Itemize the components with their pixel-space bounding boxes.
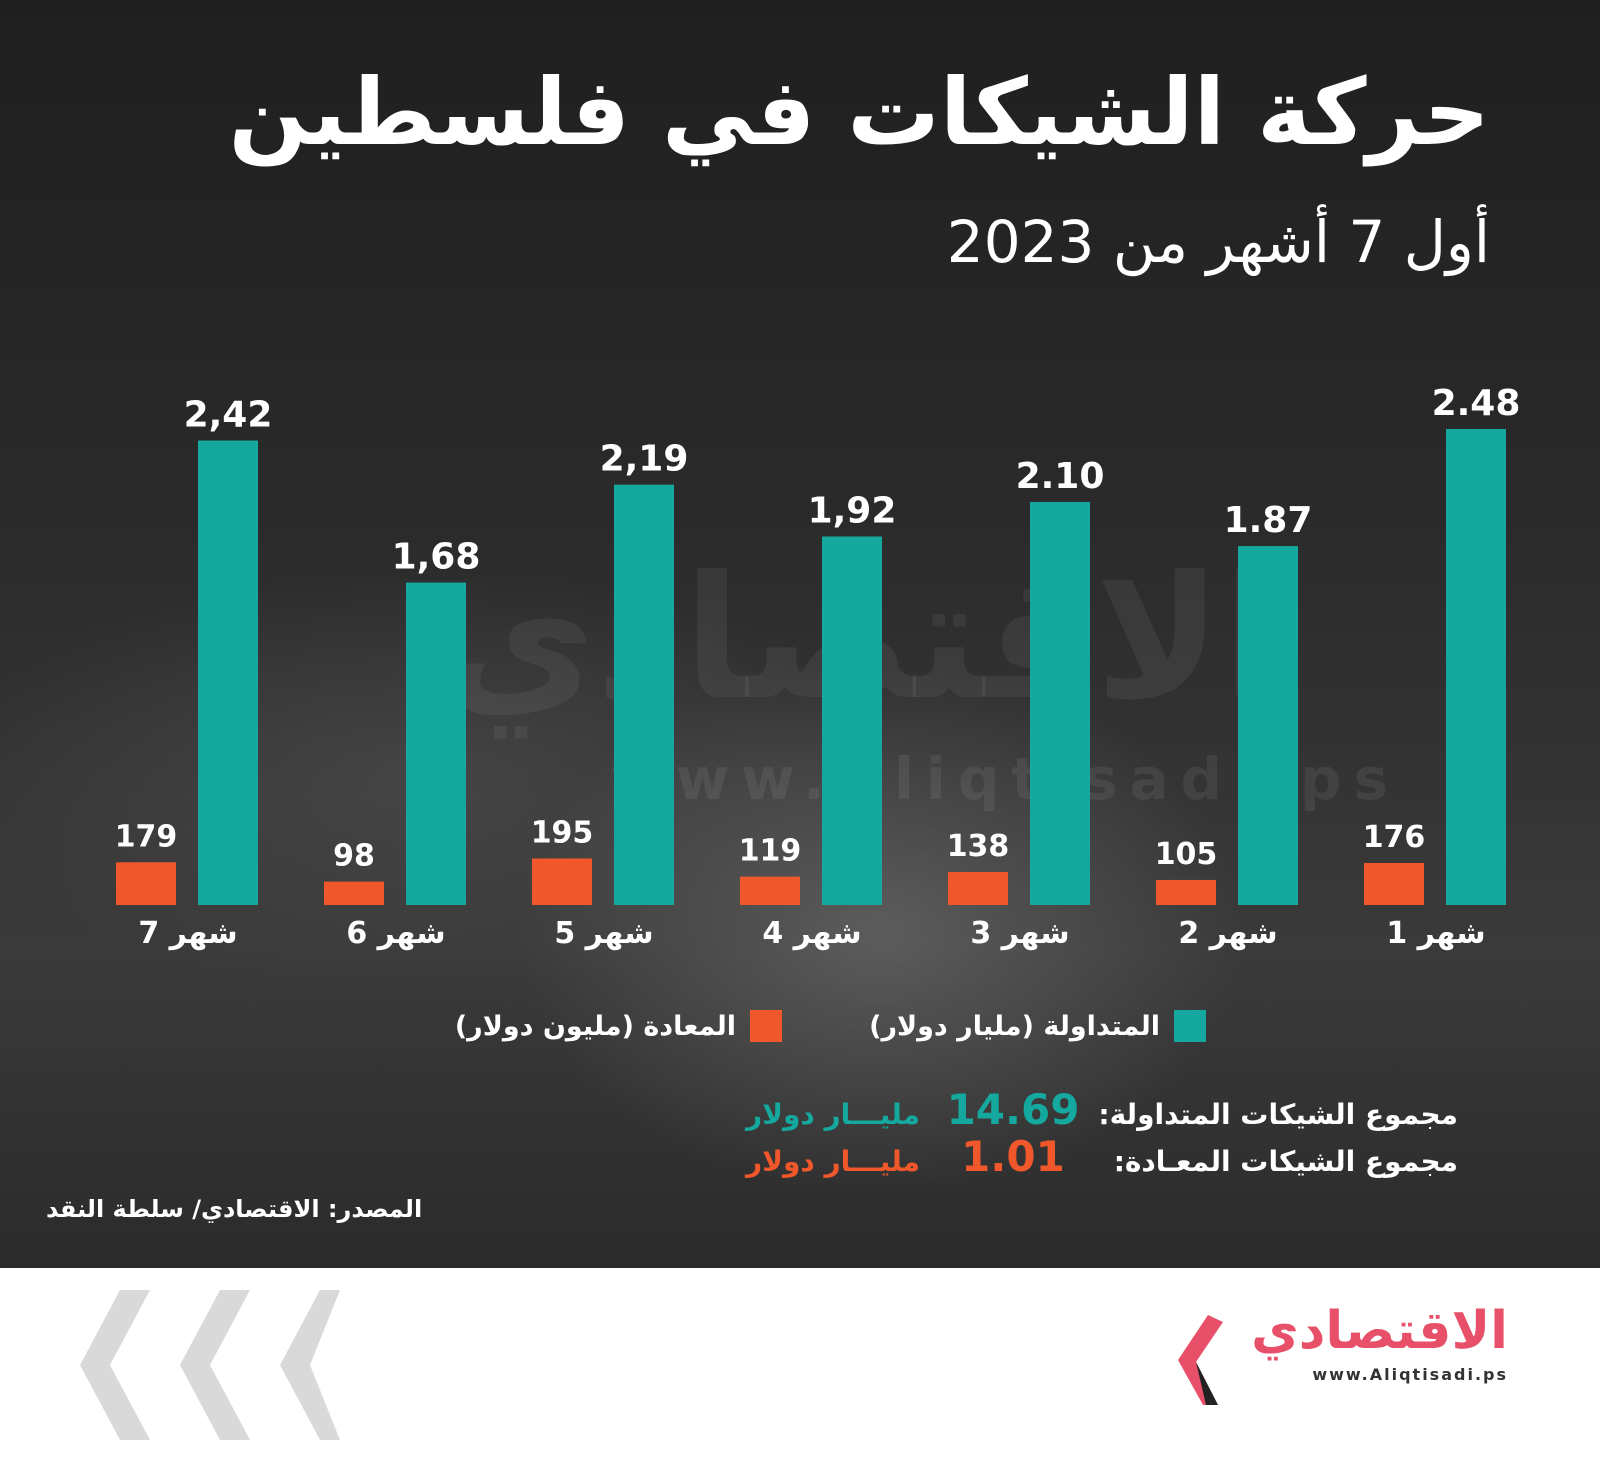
category-label: شهر 7 bbox=[138, 916, 237, 951]
traded-value-label: 2,42 bbox=[184, 395, 273, 436]
traded-bar bbox=[406, 582, 466, 905]
infographic-panel: الاقتصادي www.Aliqtisadi.ps حركة الشيكات… bbox=[0, 0, 1600, 1268]
traded-bar bbox=[1446, 429, 1506, 905]
total-returned-unit: مليـــار دولار bbox=[745, 1145, 920, 1178]
traded-bar bbox=[1238, 546, 1298, 905]
category-label: شهر 2 bbox=[1178, 916, 1277, 951]
category-label: شهر 4 bbox=[762, 916, 861, 951]
total-returned-value: 1.01 bbox=[961, 1132, 1065, 1181]
total-traded-unit: مليـــار دولار bbox=[745, 1098, 920, 1131]
brand-mark-icon bbox=[1178, 1315, 1223, 1405]
category-label: شهر 5 bbox=[554, 916, 653, 951]
brand-url: www.Aliqtisadi.ps bbox=[1312, 1365, 1508, 1384]
source-note: المصدر: الاقتصادي/ سلطة النقد bbox=[46, 1195, 423, 1223]
returned-bar bbox=[1364, 863, 1424, 905]
brand-logo: الاقتصادي www.Aliqtisadi.ps bbox=[1251, 1305, 1508, 1384]
returned-value-label: 195 bbox=[531, 815, 594, 850]
returned-value-label: 119 bbox=[739, 834, 802, 869]
legend-traded-swatch bbox=[1174, 1010, 1206, 1042]
traded-value-label: 1,92 bbox=[808, 490, 897, 531]
traded-bar bbox=[198, 440, 258, 905]
chart-subtitle: أول 7 أشهر من 2023 bbox=[946, 208, 1490, 276]
returned-bar bbox=[116, 862, 176, 905]
traded-value-label: 2.48 bbox=[1432, 383, 1521, 424]
legend-returned: المعادة (مليون دولار) bbox=[455, 1010, 782, 1042]
traded-bar bbox=[614, 484, 674, 905]
bar-chart: 2.48 176 شهر 1 1.87 105 شهر 2 2.10 138 شهر 3 1,92… bbox=[115, 383, 1521, 951]
chevron-decoration-icon bbox=[80, 1290, 340, 1440]
legend-returned-swatch bbox=[750, 1010, 782, 1042]
returned-value-label: 105 bbox=[1155, 837, 1218, 872]
brand-name: الاقتصادي bbox=[1251, 1301, 1508, 1361]
returned-value-label: 98 bbox=[333, 839, 375, 874]
total-traded-row: مجموع الشيكات المتداولة: 14.69 مليـــار … bbox=[746, 1085, 1458, 1134]
chart-title: حركة الشيكات في فلسطين bbox=[228, 59, 1490, 166]
traded-value-label: 1,68 bbox=[392, 537, 481, 578]
returned-bar bbox=[740, 876, 800, 905]
traded-value-label: 1.87 bbox=[1224, 500, 1313, 541]
returned-bar bbox=[1156, 879, 1216, 905]
legend-traded: المتداولة (مليار دولار) bbox=[869, 1010, 1206, 1042]
returned-bar bbox=[324, 881, 384, 905]
returned-bar bbox=[948, 872, 1008, 905]
legend-traded-label: المتداولة (مليار دولار) bbox=[869, 1010, 1160, 1042]
traded-bar bbox=[822, 536, 882, 905]
total-traded-value: 14.69 bbox=[946, 1085, 1080, 1134]
category-label: شهر 1 bbox=[1386, 916, 1485, 951]
traded-value-label: 2.10 bbox=[1016, 456, 1105, 497]
returned-bar bbox=[532, 858, 592, 905]
total-traded-label: مجموع الشيكات المتداولة: bbox=[1098, 1098, 1458, 1131]
legend-returned-label: المعادة (مليون دولار) bbox=[454, 1010, 736, 1042]
returned-value-label: 179 bbox=[115, 819, 178, 854]
category-label: شهر 3 bbox=[970, 916, 1069, 951]
total-returned-label: مجموع الشيكات المعـادة: bbox=[1113, 1145, 1458, 1178]
traded-value-label: 2,19 bbox=[600, 439, 689, 480]
category-label: شهر 6 bbox=[346, 916, 445, 951]
returned-value-label: 138 bbox=[947, 829, 1010, 864]
traded-bar bbox=[1030, 501, 1090, 905]
returned-value-label: 176 bbox=[1363, 820, 1426, 855]
total-returned-row: مجموع الشيكات المعـادة: 1.01 مليـــار دو… bbox=[746, 1132, 1458, 1181]
